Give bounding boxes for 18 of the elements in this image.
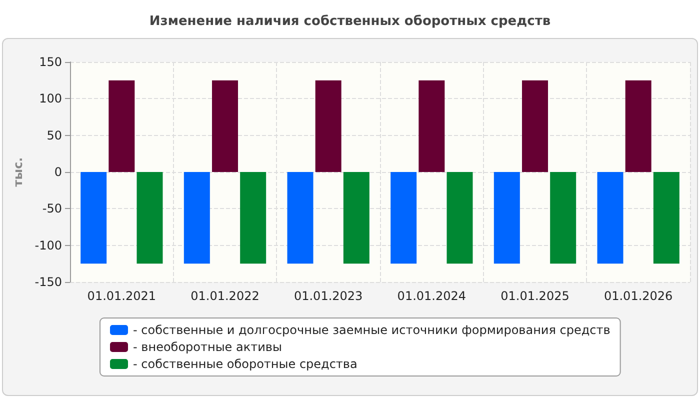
y-tick-label: 150 <box>39 55 62 69</box>
x-tick-label: 01.01.2022 <box>190 289 260 303</box>
x-tick-label: 01.01.2025 <box>500 289 570 303</box>
x-tick-label: 01.01.2023 <box>294 289 363 303</box>
y-tick-label: -100 <box>34 238 62 252</box>
legend-label: - собственные оборотные средства <box>133 357 358 371</box>
x-tick-label: 01.01.2026 <box>604 289 673 303</box>
y-tick-label: 100 <box>39 92 62 106</box>
y-axis-title: тыс. <box>10 157 25 187</box>
y-tick-label: 0 <box>54 165 62 179</box>
legend-label: - собственные и долгосрочные заемные источники формирования средств <box>133 323 610 337</box>
y-tick-label: 50 <box>46 128 62 142</box>
x-tick-label: 01.01.2021 <box>87 289 156 303</box>
chart-title: Изменение наличия собственных оборотных средств <box>149 14 551 29</box>
y-tick-label: -150 <box>34 275 62 289</box>
y-tick-label: -50 <box>42 202 62 216</box>
x-tick-label: 01.01.2024 <box>397 289 466 303</box>
legend-label: - внеоборотные активы <box>133 340 282 354</box>
